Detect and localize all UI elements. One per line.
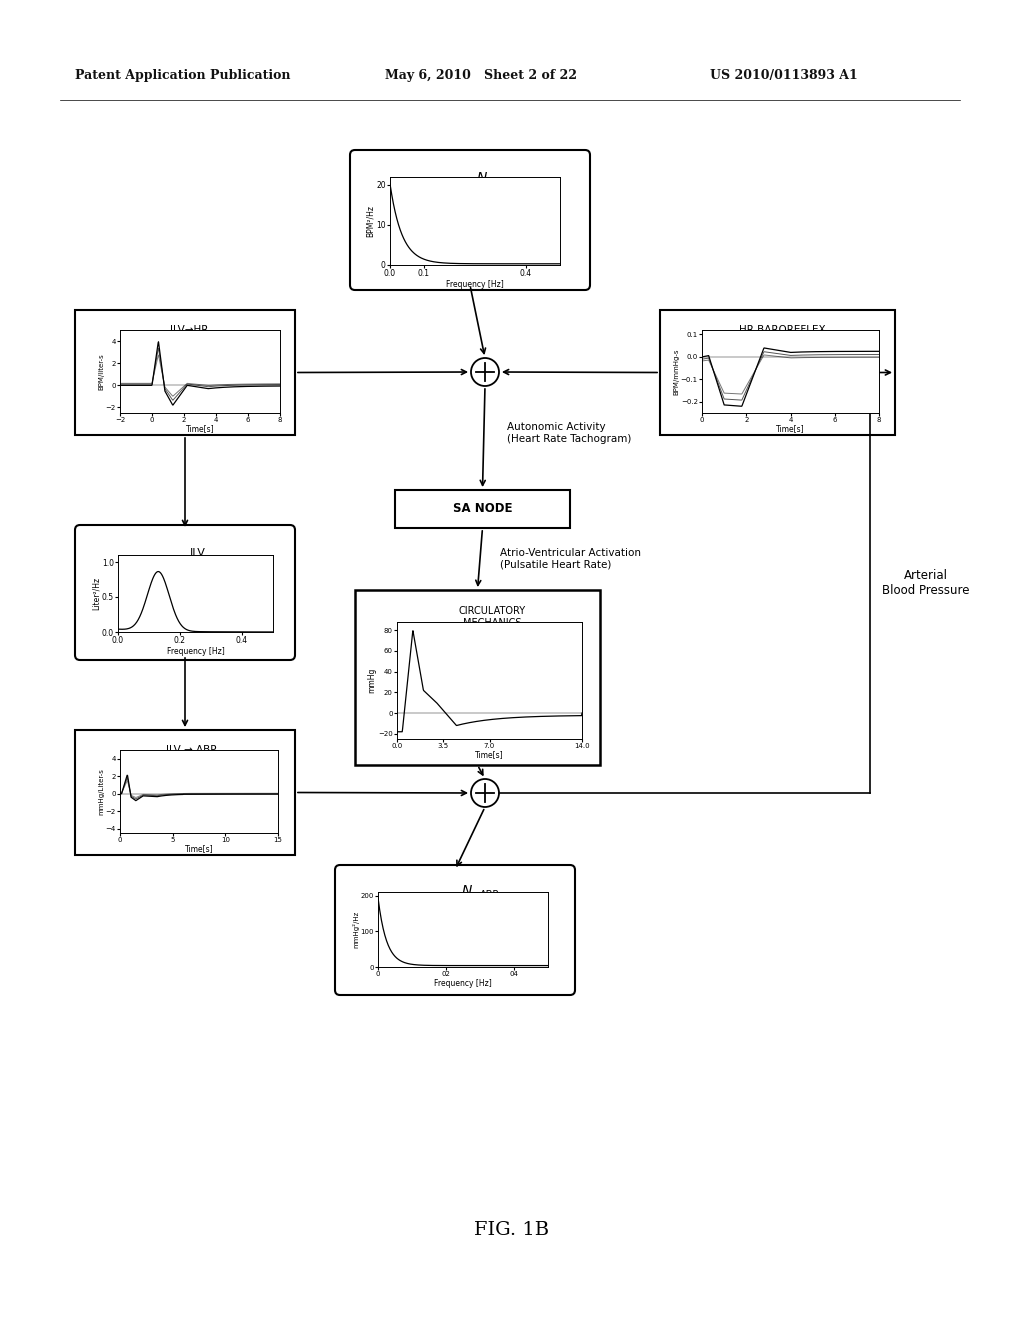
X-axis label: Time[s]: Time[s]	[185, 425, 214, 433]
X-axis label: Time[s]: Time[s]	[475, 751, 504, 759]
Text: SA NODE: SA NODE	[453, 503, 512, 516]
FancyBboxPatch shape	[350, 150, 590, 290]
X-axis label: Time[s]: Time[s]	[776, 425, 805, 433]
Y-axis label: mmHg: mmHg	[368, 668, 377, 693]
FancyBboxPatch shape	[335, 865, 575, 995]
Bar	[75, 310, 295, 436]
Text: Atrio-Ventricular Activation
(Pulsatile Heart Rate): Atrio-Ventricular Activation (Pulsatile …	[501, 548, 641, 570]
Y-axis label: BPM/mmHg-s: BPM/mmHg-s	[674, 348, 679, 395]
FancyBboxPatch shape	[75, 525, 295, 660]
Text: ILV → ABP: ILV → ABP	[166, 744, 217, 755]
Bar	[395, 490, 570, 528]
Y-axis label: BPM²/Hz: BPM²/Hz	[366, 205, 375, 238]
X-axis label: Time[s]: Time[s]	[184, 845, 213, 854]
Text: US 2010/0113893 A1: US 2010/0113893 A1	[710, 69, 858, 82]
Text: Autonomic Activity
(Heart Rate Tachogram): Autonomic Activity (Heart Rate Tachogram…	[507, 422, 632, 444]
Text: Arterial
Blood Pressure: Arterial Blood Pressure	[882, 569, 970, 597]
X-axis label: Frequency [Hz]: Frequency [Hz]	[167, 647, 224, 656]
X-axis label: Frequency [Hz]: Frequency [Hz]	[434, 978, 492, 987]
Text: Patent Application Publication: Patent Application Publication	[75, 69, 291, 82]
Bar	[355, 590, 600, 766]
Bar	[660, 310, 895, 436]
Text: HR BAROREFLEX: HR BAROREFLEX	[739, 325, 825, 335]
Text: N: N	[462, 884, 472, 898]
Text: HR: HR	[496, 177, 510, 187]
Y-axis label: mmHg/Liter-s: mmHg/Liter-s	[98, 768, 104, 814]
Bar	[75, 730, 295, 855]
Text: ILV: ILV	[189, 548, 206, 558]
Text: FIG. 1B: FIG. 1B	[474, 1221, 550, 1239]
Y-axis label: BPM/liter-s: BPM/liter-s	[98, 354, 104, 389]
Text: CIRCULATORY
MECHANICS: CIRCULATORY MECHANICS	[459, 606, 525, 627]
Text: ILV→HR: ILV→HR	[170, 325, 209, 335]
Text: ABP: ABP	[479, 890, 499, 900]
Text: N: N	[476, 172, 486, 185]
Y-axis label: mmHg²/Hz: mmHg²/Hz	[352, 911, 359, 948]
Y-axis label: Liter²/Hz: Liter²/Hz	[91, 577, 100, 610]
X-axis label: Frequency [Hz]: Frequency [Hz]	[446, 280, 504, 289]
Text: May 6, 2010   Sheet 2 of 22: May 6, 2010 Sheet 2 of 22	[385, 69, 577, 82]
